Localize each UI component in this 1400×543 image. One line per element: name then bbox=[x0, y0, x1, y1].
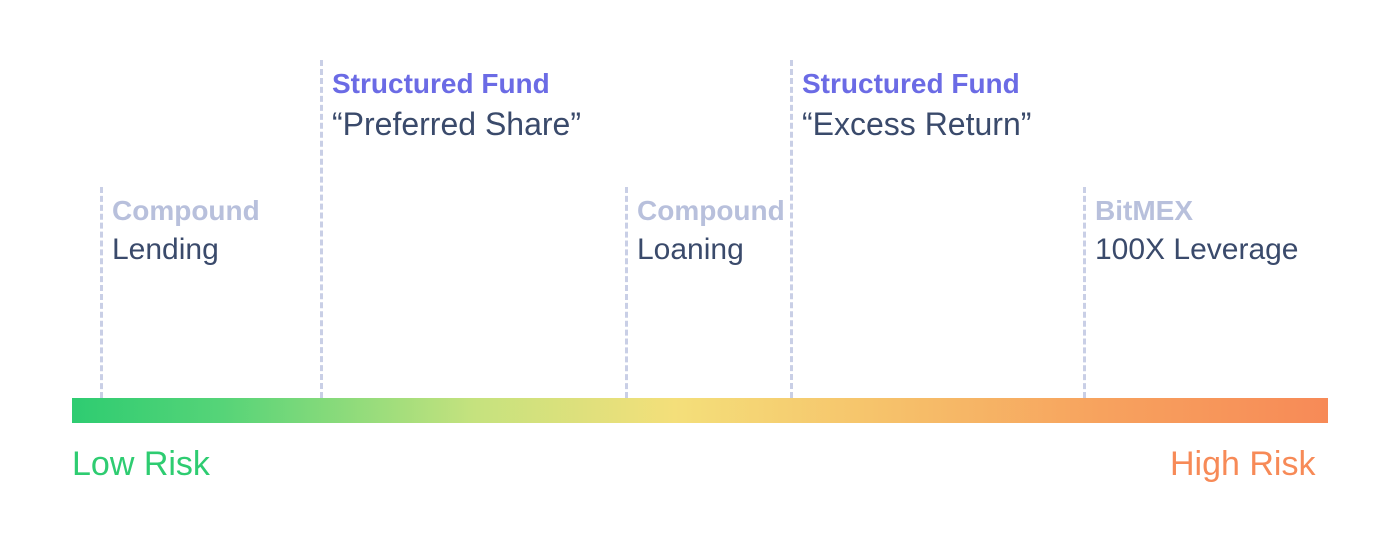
marker-category-lending: Compound bbox=[112, 195, 260, 227]
marker-line-bitmex bbox=[1083, 187, 1086, 398]
marker-label-loaning: Loaning bbox=[637, 233, 744, 267]
marker-category-bitmex: BitMEX bbox=[1095, 195, 1193, 227]
marker-line-excess-return bbox=[790, 60, 793, 398]
marker-label-bitmex: 100X Leverage bbox=[1095, 233, 1299, 267]
risk-spectrum-diagram: Compound Lending Structured Fund “Prefer… bbox=[0, 0, 1400, 543]
marker-label-preferred-share: “Preferred Share” bbox=[332, 106, 581, 143]
marker-category-loaning: Compound bbox=[637, 195, 785, 227]
marker-line-preferred-share bbox=[320, 60, 323, 398]
marker-label-excess-return: “Excess Return” bbox=[802, 106, 1031, 143]
axis-label-high-risk: High Risk bbox=[1170, 445, 1315, 484]
risk-gradient-bar bbox=[72, 398, 1328, 423]
marker-category-preferred-share: Structured Fund bbox=[332, 68, 550, 100]
marker-label-lending: Lending bbox=[112, 233, 219, 267]
marker-line-lending bbox=[100, 187, 103, 398]
axis-label-low-risk: Low Risk bbox=[72, 445, 210, 484]
marker-line-loaning bbox=[625, 187, 628, 398]
marker-category-excess-return: Structured Fund bbox=[802, 68, 1020, 100]
